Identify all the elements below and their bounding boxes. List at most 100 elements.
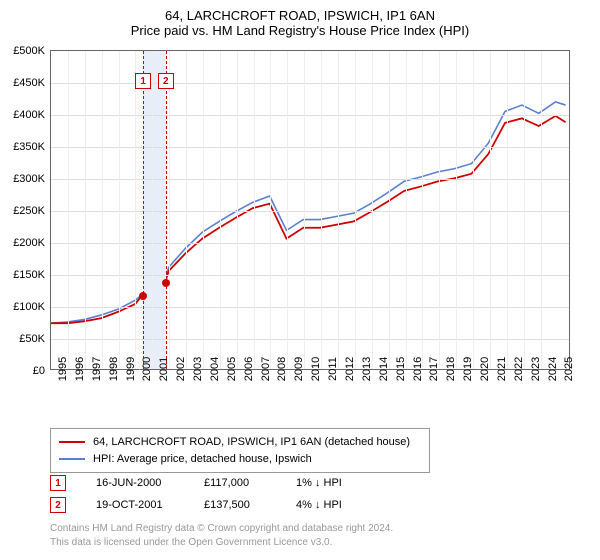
x-tick-label: 2000 xyxy=(135,357,153,381)
gridline-v xyxy=(490,51,491,369)
y-tick-label: £350K xyxy=(13,141,51,153)
sale-row-marker: 2 xyxy=(50,497,66,513)
gridline-v xyxy=(237,51,238,369)
gridline-v xyxy=(119,51,120,369)
gridline-v xyxy=(270,51,271,369)
legend-swatch xyxy=(59,458,85,460)
sale-marker-line xyxy=(143,51,144,369)
gridline-v xyxy=(524,51,525,369)
x-tick-label: 2019 xyxy=(456,357,474,381)
x-tick-label: 1995 xyxy=(51,357,69,381)
x-tick-label: 2010 xyxy=(304,357,322,381)
sale-row: 1 16-JUN-2000 £117,000 1% ↓ HPI xyxy=(50,472,376,494)
chart-subtitle: Price paid vs. HM Land Registry's House … xyxy=(20,23,580,38)
footnote-line1: Contains HM Land Registry data © Crown c… xyxy=(50,522,393,536)
gridline-v xyxy=(372,51,373,369)
footnote-line2: This data is licensed under the Open Gov… xyxy=(50,536,393,550)
gridline-v xyxy=(304,51,305,369)
x-tick-label: 2007 xyxy=(254,357,272,381)
gridline-v xyxy=(473,51,474,369)
gridline-h xyxy=(51,147,569,148)
y-tick-label: £400K xyxy=(13,109,51,121)
legend-swatch xyxy=(59,441,85,443)
x-tick-label: 2012 xyxy=(338,357,356,381)
x-tick-label: 2023 xyxy=(524,357,542,381)
sale-marker-dot xyxy=(139,292,147,300)
gridline-h xyxy=(51,115,569,116)
y-tick-label: £100K xyxy=(13,301,51,313)
gridline-h xyxy=(51,339,569,340)
x-tick-label: 2011 xyxy=(321,357,339,381)
sale-diff: 4% ↓ HPI xyxy=(296,499,376,511)
legend-row: HPI: Average price, detached house, Ipsw… xyxy=(59,451,421,468)
gridline-v xyxy=(287,51,288,369)
gridline-v xyxy=(507,51,508,369)
sale-date: 19-OCT-2001 xyxy=(96,499,184,511)
x-tick-label: 2013 xyxy=(355,357,373,381)
sale-period-band xyxy=(143,51,166,369)
footnote: Contains HM Land Registry data © Crown c… xyxy=(50,522,393,549)
x-tick-label: 2016 xyxy=(406,357,424,381)
y-tick-label: £200K xyxy=(13,237,51,249)
gridline-v xyxy=(254,51,255,369)
sale-price: £137,500 xyxy=(204,499,276,511)
sale-marker-dot xyxy=(162,279,170,287)
x-tick-label: 2017 xyxy=(422,357,440,381)
legend-label: HPI: Average price, detached house, Ipsw… xyxy=(93,451,312,468)
x-tick-label: 2005 xyxy=(220,357,238,381)
gridline-v xyxy=(321,51,322,369)
gridline-v xyxy=(203,51,204,369)
sale-marker-line xyxy=(166,51,167,369)
x-tick-label: 2021 xyxy=(490,357,508,381)
gridline-v xyxy=(220,51,221,369)
gridline-v xyxy=(169,51,170,369)
chart-title: 64, LARCHCROFT ROAD, IPSWICH, IP1 6AN xyxy=(20,8,580,23)
gridline-v xyxy=(85,51,86,369)
y-tick-label: £500K xyxy=(13,45,51,57)
x-tick-label: 2020 xyxy=(473,357,491,381)
y-tick-label: £150K xyxy=(13,269,51,281)
y-tick-label: £250K xyxy=(13,205,51,217)
gridline-v xyxy=(152,51,153,369)
gridline-v xyxy=(338,51,339,369)
x-tick-label: 2001 xyxy=(152,357,170,381)
y-tick-label: £50K xyxy=(19,333,51,345)
legend-row: 64, LARCHCROFT ROAD, IPSWICH, IP1 6AN (d… xyxy=(59,434,421,451)
x-tick-label: 2014 xyxy=(372,357,390,381)
sale-marker-box: 2 xyxy=(158,73,174,89)
gridline-h xyxy=(51,243,569,244)
gridline-v xyxy=(135,51,136,369)
gridline-h xyxy=(51,275,569,276)
gridline-h xyxy=(51,211,569,212)
line-series-svg xyxy=(51,51,569,369)
gridline-v xyxy=(186,51,187,369)
x-tick-label: 2003 xyxy=(186,357,204,381)
sale-date: 16-JUN-2000 xyxy=(96,477,184,489)
sales-table: 1 16-JUN-2000 £117,000 1% ↓ HPI 2 19-OCT-2001… xyxy=(50,472,376,516)
gridline-v xyxy=(102,51,103,369)
x-tick-label: 2022 xyxy=(507,357,525,381)
series-hpi xyxy=(51,102,566,323)
y-tick-label: £300K xyxy=(13,173,51,185)
sale-price: £117,000 xyxy=(204,477,276,489)
x-tick-label: 1999 xyxy=(119,357,137,381)
gridline-v xyxy=(439,51,440,369)
x-tick-label: 2002 xyxy=(169,357,187,381)
x-tick-label: 2025 xyxy=(557,357,575,381)
x-tick-label: 2018 xyxy=(439,357,457,381)
x-tick-label: 2004 xyxy=(203,357,221,381)
x-tick-label: 1998 xyxy=(102,357,120,381)
x-tick-label: 1996 xyxy=(68,357,86,381)
x-tick-label: 2006 xyxy=(237,357,255,381)
sale-diff: 1% ↓ HPI xyxy=(296,477,376,489)
gridline-v xyxy=(406,51,407,369)
gridline-h xyxy=(51,179,569,180)
x-tick-label: 2008 xyxy=(270,357,288,381)
gridline-h xyxy=(51,83,569,84)
x-tick-label: 2024 xyxy=(541,357,559,381)
gridline-h xyxy=(51,307,569,308)
x-tick-label: 2009 xyxy=(287,357,305,381)
sale-row-marker: 1 xyxy=(50,475,66,491)
sale-row: 2 19-OCT-2001 £137,500 4% ↓ HPI xyxy=(50,494,376,516)
x-tick-label: 2015 xyxy=(389,357,407,381)
